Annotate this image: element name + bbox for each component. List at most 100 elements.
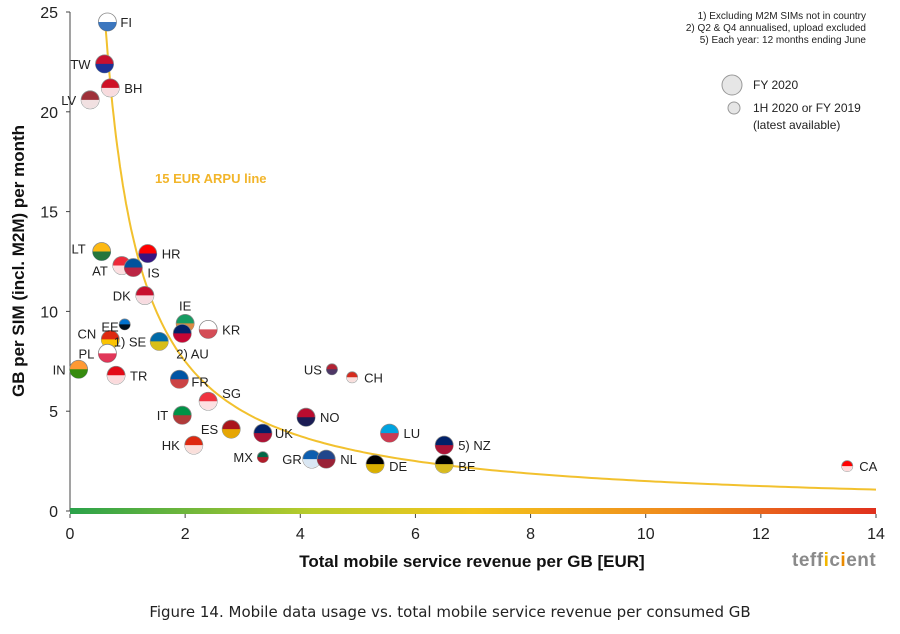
flag-marker-band-lu (380, 433, 399, 443)
x-tick-label: 10 (637, 526, 655, 543)
data-label-nz: 5) NZ (458, 438, 491, 453)
data-point-fr[interactable] (169, 369, 189, 389)
data-label-is: IS (147, 265, 160, 280)
flag-marker-band-uk (253, 433, 272, 443)
flag-marker-band-de (366, 464, 385, 474)
flag-marker-band-lt (92, 251, 111, 261)
data-label-mx: MX (233, 450, 253, 465)
legend-marker-large (721, 74, 743, 96)
data-point-it[interactable] (172, 405, 192, 425)
data-point-hk[interactable] (184, 435, 204, 455)
data-point-uk[interactable] (253, 423, 273, 443)
data-point-is[interactable] (123, 258, 143, 277)
data-label-cn: CN (78, 326, 97, 341)
y-tick-label: 20 (40, 105, 58, 122)
data-label-dk: DK (113, 288, 131, 303)
axes: 0 5 10 15 20 25 0 2 4 6 8 10 12 14 (40, 5, 885, 543)
flag-marker-band-ee (119, 324, 131, 330)
flag-marker-band-pl (98, 353, 117, 363)
y-tick-label: 0 (49, 504, 58, 521)
data-point-se[interactable] (149, 331, 169, 351)
data-point-us[interactable] (326, 363, 338, 376)
data-label-lv: LV (61, 93, 76, 108)
data-label-ch: CH (364, 370, 383, 385)
flag-marker-band-tw (95, 63, 114, 73)
data-point-lu[interactable] (380, 423, 399, 443)
data-label-fi: FI (120, 15, 132, 30)
data-point-cn[interactable] (100, 329, 120, 349)
data-label-uk: UK (275, 426, 293, 441)
data-point-be[interactable] (434, 454, 454, 474)
flag-marker-band-ch (346, 377, 358, 383)
data-label-tw: TW (70, 57, 91, 72)
data-point-ee[interactable] (118, 318, 131, 331)
flag-marker-band-no (297, 417, 316, 427)
data-point-nl[interactable] (316, 449, 336, 469)
flag-marker-band-nl (317, 459, 336, 469)
data-point-tr[interactable] (106, 365, 126, 385)
data-label-ie: IE (179, 298, 192, 313)
data-label-gr: GR (282, 452, 302, 467)
flag-marker-band-dk (135, 295, 154, 305)
data-point-lv[interactable] (80, 90, 100, 110)
footnote-2: 2) Q2 & Q4 annualised, upload excluded (686, 23, 866, 34)
data-label-es: ES (201, 422, 219, 437)
flag-marker-band-hr (138, 253, 157, 263)
data-point-gr[interactable] (302, 449, 322, 469)
data-label-bh: BH (124, 81, 142, 96)
legend-label-fy2020: FY 2020 (753, 78, 798, 92)
curve-label: 15 EUR ARPU line (155, 171, 267, 186)
data-point-dk[interactable] (135, 286, 155, 305)
figure-caption: Figure 14. Mobile data usage vs. total m… (149, 603, 751, 621)
y-tick-label: 10 (40, 304, 58, 321)
data-point-mx[interactable] (256, 451, 269, 464)
data-label-hr: HR (162, 247, 181, 262)
flag-marker-band-au (173, 333, 192, 343)
data-label-no: NO (320, 410, 340, 425)
flag-marker-band-it (173, 415, 192, 425)
data-label-fr: FR (191, 374, 208, 389)
data-point-hr[interactable] (138, 244, 158, 263)
footnote-1: 1) Excluding M2M SIMs not in country (698, 11, 866, 22)
data-point-sg[interactable] (198, 391, 218, 411)
footnote-3: 5) Each year: 12 months ending June (700, 35, 867, 46)
flag-marker-band-in (69, 369, 88, 379)
data-point-lt[interactable] (92, 242, 112, 261)
data-point-ca[interactable] (841, 460, 854, 472)
data-label-se: 1) SE (114, 334, 147, 349)
data-point-in[interactable] (69, 359, 89, 379)
flag-marker-band-fr (170, 379, 189, 389)
data-label-it: IT (157, 408, 169, 423)
y-axis-title: GB per SIM (incl. M2M) per month (9, 125, 28, 397)
flag-marker-band-kr (199, 329, 218, 339)
data-label-au: 2) AU (176, 346, 209, 361)
x-tick-label: 0 (66, 526, 75, 543)
flag-marker-band-gr (302, 459, 321, 469)
data-point-pl[interactable] (98, 343, 117, 363)
data-point-fi[interactable] (98, 12, 117, 32)
y-tick-label: 15 (40, 205, 58, 222)
x-tick-label: 8 (526, 526, 535, 543)
x-tick-label: 4 (296, 526, 305, 543)
y-tick-label: 25 (40, 5, 58, 22)
data-point-no[interactable] (296, 407, 316, 427)
data-point-bh[interactable] (100, 78, 120, 98)
flag-marker-band-mx (257, 457, 269, 463)
data-point-ch[interactable] (346, 371, 359, 384)
data-point-kr[interactable] (198, 319, 218, 339)
scatter-chart: 0 5 10 15 20 25 0 2 4 6 8 10 12 14 FI TW BH LV LT HR AT IS DK… (9, 5, 885, 571)
footnotes: 1) Excluding M2M SIMs not in country 2) … (686, 11, 867, 46)
data-points-layer (69, 12, 854, 474)
data-point-nz[interactable] (434, 435, 454, 455)
data-point-es[interactable] (221, 419, 241, 439)
data-point-tw[interactable] (95, 54, 114, 74)
data-labels-layer: FI TW BH LV LT HR AT IS DK IE KR EE 2) AU 1) SE CN PL IN… (53, 15, 878, 474)
data-point-de[interactable] (365, 454, 385, 474)
data-point-au[interactable] (172, 323, 192, 343)
flag-marker-band-tr (107, 375, 126, 385)
data-label-pl: PL (79, 346, 95, 361)
data-label-de: DE (389, 459, 407, 474)
legend-marker-small (727, 101, 741, 115)
data-label-sg: SG (222, 386, 241, 401)
legend-label-1h2020-line2: (latest available) (753, 118, 840, 132)
